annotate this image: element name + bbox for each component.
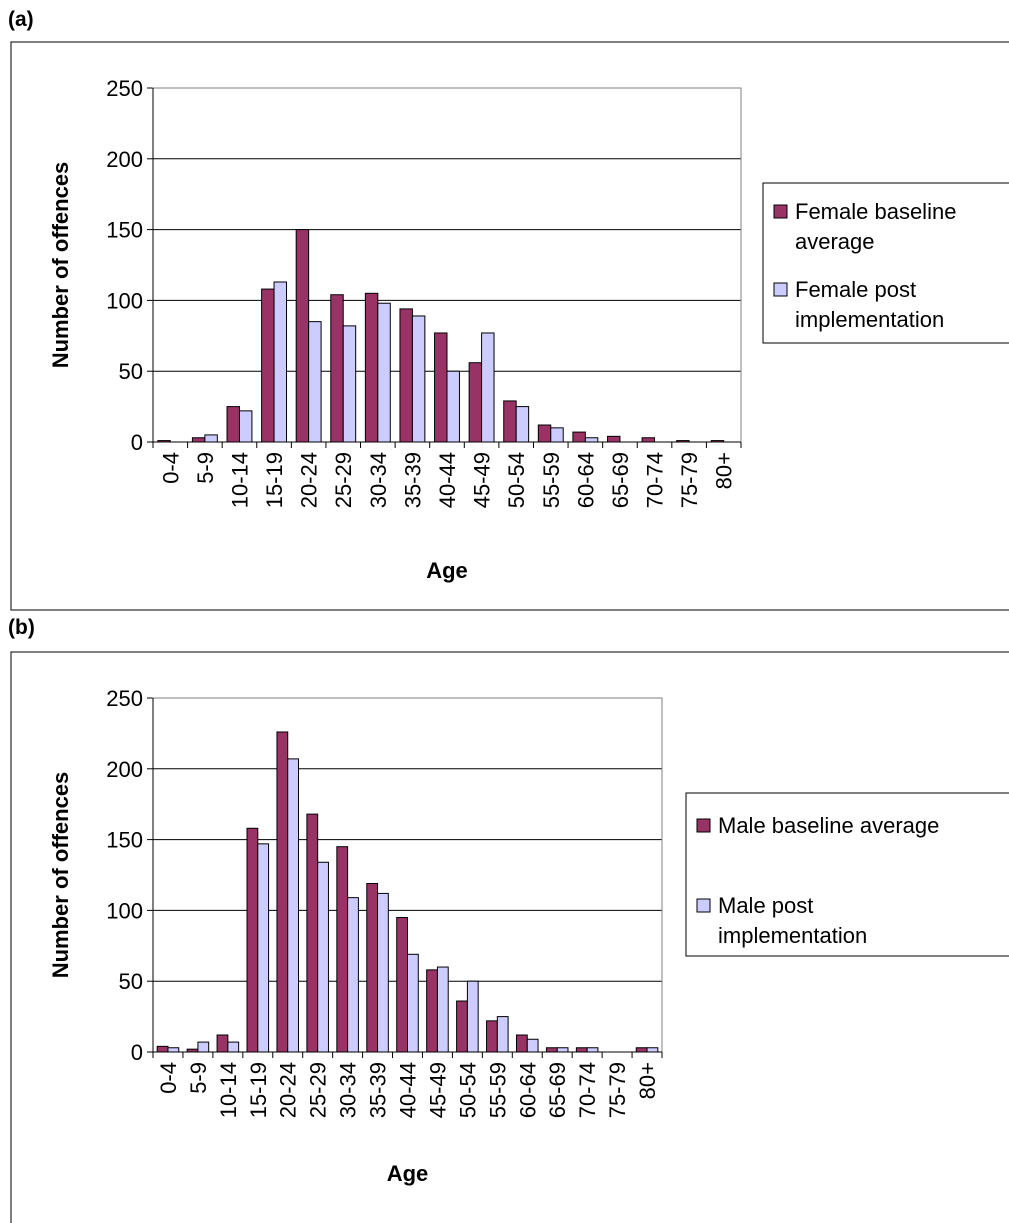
x-tick-label: 50-54	[455, 1062, 480, 1118]
x-tick-label: 75-79	[677, 452, 702, 508]
legend-swatch-0	[773, 204, 788, 219]
x-tick-label: 15-19	[262, 452, 287, 508]
bar-baseline-45-49	[426, 969, 438, 1053]
bar-baseline-65-69	[545, 1047, 558, 1053]
bar-post-50-54	[466, 980, 479, 1053]
y-tick-label: 50	[119, 969, 143, 994]
legend-label-0: Female baseline	[795, 199, 956, 224]
bar-post-65-69	[556, 1047, 569, 1053]
bar-post-55-59	[496, 1016, 509, 1053]
legend-box	[762, 182, 1009, 344]
y-axis-title: Number of offences	[48, 772, 73, 979]
legend-swatch-1	[696, 898, 711, 913]
bar-baseline-20-24	[276, 731, 289, 1053]
x-axis-title: Age	[387, 1161, 429, 1186]
y-tick-label: 200	[106, 147, 143, 172]
x-tick-label: 70-74	[575, 1062, 600, 1118]
y-tick-label: 100	[106, 898, 143, 923]
legend-label-1: implementation	[795, 307, 944, 332]
bar-baseline-30-34	[336, 846, 349, 1053]
y-tick-label: 200	[106, 757, 143, 782]
x-tick-label: 5-9	[193, 452, 218, 484]
bar-post-80+	[646, 1047, 659, 1053]
x-tick-label: 60-64	[573, 452, 598, 508]
x-tick-label: 35-39	[400, 452, 425, 508]
bar-baseline-0-4	[156, 1045, 169, 1053]
x-tick-label: 10-14	[216, 1062, 241, 1118]
legend-box	[685, 792, 1009, 957]
bar-baseline-60-64	[515, 1034, 528, 1053]
x-axis-title: Age	[426, 558, 468, 583]
bar-baseline-80+	[635, 1047, 648, 1053]
chart-female-offences: 0 50 100 150 200 250 0-4 5-9 10-14 15-19 20-24 25-2…	[10, 41, 1009, 611]
x-tick-label: 55-59	[485, 1062, 510, 1118]
x-tick-label: 30-34	[366, 452, 391, 508]
bar-post-10-14	[227, 1041, 240, 1053]
x-tick-label: 50-54	[504, 452, 529, 508]
y-tick-label: 250	[106, 686, 143, 711]
bar-post-20-24	[287, 758, 300, 1053]
bar-post-30-34	[347, 897, 359, 1053]
y-tick-label: 0	[131, 430, 143, 455]
y-tick-label: 50	[119, 359, 143, 384]
x-tick-label: 20-24	[297, 452, 322, 508]
y-tick-label: 100	[106, 288, 143, 313]
y-tick-label: 150	[106, 828, 143, 853]
bar-baseline-70-74	[575, 1047, 588, 1053]
x-tick-label: 70-74	[643, 452, 668, 508]
x-tick-label: 80+	[712, 452, 737, 489]
bar-post-15-19	[257, 843, 270, 1053]
x-tick-label: 30-34	[336, 1062, 361, 1118]
y-tick-label: 0	[131, 1040, 143, 1065]
bar-baseline-10-14	[216, 1034, 229, 1053]
legend-label-1: implementation	[718, 923, 867, 948]
x-tick-label: 45-49	[425, 1062, 450, 1118]
x-tick-label: 45-49	[470, 452, 495, 508]
x-tick-label: 25-29	[331, 452, 356, 508]
x-tick-label: 65-69	[608, 452, 633, 508]
x-tick-label: 65-69	[545, 1062, 570, 1118]
bar-baseline-15-19	[246, 827, 259, 1053]
y-tick-label: 150	[106, 218, 143, 243]
bar-baseline-40-44	[396, 916, 409, 1053]
x-tick-label: 35-39	[366, 1062, 391, 1118]
panel-label-b: (b)	[8, 616, 35, 639]
x-tick-label: 40-44	[396, 1062, 421, 1118]
x-tick-label: 80+	[635, 1062, 660, 1099]
x-tick-label: 25-29	[306, 1062, 331, 1118]
bar-post-40-44	[407, 953, 419, 1053]
y-tick-label: 250	[106, 76, 143, 101]
x-tick-label: 15-19	[246, 1062, 271, 1118]
x-tick-label: 10-14	[227, 452, 252, 508]
panel-label-a: (a)	[8, 8, 34, 31]
x-tick-label: 40-44	[435, 452, 460, 508]
bar-post-60-64	[526, 1038, 539, 1053]
bar-baseline-25-29	[306, 813, 319, 1053]
legend-label-1: Male post	[718, 893, 813, 918]
bar-post-0-4	[167, 1047, 180, 1053]
bar-baseline-50-54	[456, 1000, 468, 1053]
legend-label-1: Female post	[795, 277, 916, 302]
bar-post-25-29	[317, 861, 329, 1053]
bar-post-45-49	[436, 966, 449, 1053]
bar-post-70-74	[586, 1047, 599, 1053]
bar-post-5-9	[197, 1041, 210, 1053]
x-tick-label: 0-4	[158, 452, 183, 484]
x-tick-label: 75-79	[605, 1062, 630, 1118]
x-tick-label: 0-4	[156, 1062, 181, 1094]
legend-swatch-1	[773, 282, 788, 297]
x-tick-label: 20-24	[276, 1062, 301, 1118]
bar-baseline-55-59	[486, 1020, 498, 1053]
legend-swatch-0	[696, 818, 711, 833]
y-axis-title: Number of offences	[48, 162, 73, 369]
bar-baseline-35-39	[366, 882, 379, 1053]
x-tick-label: 5-9	[186, 1062, 211, 1094]
legend-label-0: average	[795, 229, 875, 254]
bar-post-35-39	[377, 892, 389, 1053]
x-tick-label: 60-64	[515, 1062, 540, 1118]
legend-label-0: Male baseline average	[718, 813, 939, 838]
x-tick-label: 55-59	[539, 452, 564, 508]
